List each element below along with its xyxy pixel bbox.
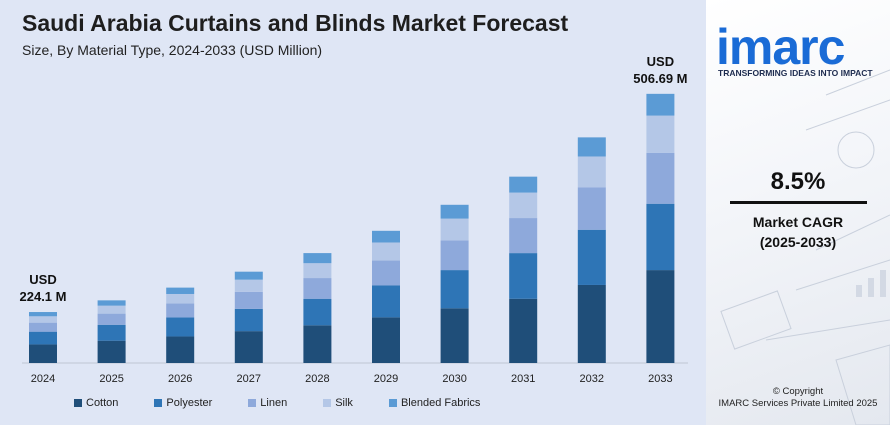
bar-segment-polyester-2033 — [646, 203, 675, 271]
bar-chart: 2024 2025 2026 2027 2028 2029 2030 2031 2032 2033… — [20, 54, 688, 385]
legend-item-polyester: Polyester — [154, 397, 212, 409]
bar-segment-blended-fabrics-2026 — [166, 287, 195, 294]
brand-tagline: TRANSFORMING IDEAS INTO IMPACT — [718, 68, 873, 78]
bar-segment-cotton-2027 — [234, 331, 263, 363]
bar-segment-blended-fabrics-2025 — [97, 300, 126, 306]
background-decoration — [720, 69, 890, 425]
bar-segment-silk-2028 — [303, 263, 332, 279]
cagr-label: Market CAGR (2025-2033) — [706, 212, 890, 252]
x-tick-label-2029: 2029 — [374, 373, 398, 385]
bar-segment-silk-2032 — [577, 156, 606, 188]
legend-swatch-blended-fabrics — [388, 399, 397, 407]
copyright: © Copyright IMARC Services Private Limit… — [706, 386, 890, 410]
bar-segment-blended-fabrics-2028 — [303, 253, 332, 264]
legend-item-blended-fabrics: Blended Fabrics — [388, 397, 481, 409]
bar-segment-linen-2032 — [577, 187, 606, 230]
x-tick-label-2031: 2031 — [511, 373, 535, 385]
bar-segment-linen-2025 — [97, 313, 126, 325]
x-tick-label-2032: 2032 — [580, 373, 604, 385]
x-tick-label-2030: 2030 — [442, 373, 466, 385]
cagr-divider — [730, 201, 867, 204]
cagr-value: 8.5% — [770, 168, 826, 195]
copyright-line1: © Copyright — [772, 386, 824, 397]
legend-item-silk: Silk — [323, 397, 353, 409]
bar-segment-silk-2029 — [372, 242, 400, 261]
legend-swatch-silk — [323, 399, 332, 407]
legend-label-cotton: Cotton — [86, 397, 119, 409]
copyright-line2: IMARC Services Private Limited 2025 — [718, 398, 878, 409]
bar-segment-silk-2027 — [234, 279, 263, 292]
bar-segment-linen-2031 — [509, 218, 538, 254]
bar-segment-cotton-2030 — [440, 308, 469, 363]
bar-segment-linen-2024 — [29, 322, 57, 332]
bar-segment-linen-2033 — [646, 152, 675, 204]
bar-segment-silk-2025 — [97, 305, 126, 314]
bar-segment-linen-2027 — [234, 291, 263, 309]
chart-title: Saudi Arabia Curtains and Blinds Market … — [22, 10, 569, 36]
bar-segment-cotton-2026 — [166, 336, 195, 363]
legend-item-linen: Linen — [248, 397, 287, 409]
legend-label-silk: Silk — [335, 397, 353, 409]
bar-segment-polyester-2032 — [577, 229, 606, 285]
chart-subtitle: Size, By Material Type, 2024-2033 (USD M… — [22, 42, 323, 58]
x-tick-label-2033: 2033 — [648, 373, 672, 385]
bar-segment-linen-2026 — [166, 303, 195, 318]
legend-label-blended-fabrics: Blended Fabrics — [400, 397, 481, 409]
bar-segment-silk-2031 — [509, 192, 538, 219]
legend-swatch-cotton — [74, 399, 82, 407]
chart-panel: Saudi Arabia Curtains and Blinds Market … — [19, 10, 688, 409]
bar-segment-cotton-2029 — [372, 317, 400, 363]
bar-segment-cotton-2032 — [577, 284, 606, 363]
bar-segment-polyester-2024 — [29, 331, 57, 345]
bar-segment-cotton-2028 — [303, 325, 332, 363]
legend-label-polyester: Polyester — [166, 397, 213, 409]
bar-segment-polyester-2030 — [440, 270, 469, 309]
legend-item-cotton: Cotton — [74, 397, 118, 409]
bar-segment-polyester-2027 — [234, 308, 263, 332]
bar-segment-linen-2030 — [440, 240, 469, 271]
start-annotation-line2: 224.1 M — [20, 289, 67, 304]
bar-segment-blended-fabrics-2029 — [372, 230, 400, 243]
bar-segment-polyester-2028 — [303, 298, 332, 326]
end-annotation-line2: 506.69 M — [633, 71, 687, 86]
legend-label-linen: Linen — [260, 397, 288, 409]
bar-segment-cotton-2033 — [646, 270, 675, 363]
cagr-label-line1: Market CAGR — [752, 214, 844, 230]
bar-segment-blended-fabrics-2024 — [29, 312, 57, 317]
bar-segment-polyester-2026 — [166, 317, 195, 337]
bar-segment-cotton-2024 — [29, 344, 57, 363]
bar-segment-polyester-2029 — [372, 285, 400, 318]
bar-segment-polyester-2025 — [97, 324, 126, 341]
end-annotation-line1: USD — [647, 54, 674, 69]
x-tick-label-2028: 2028 — [305, 373, 329, 385]
side-panel: imarc TRANSFORMING IDEAS INTO IMPACT 8.5… — [706, 0, 890, 425]
bar-segment-cotton-2031 — [509, 298, 538, 363]
legend-swatch-linen — [248, 399, 257, 407]
imarc-logo: imarc — [716, 19, 845, 75]
x-tick-label-2024: 2024 — [31, 373, 55, 385]
cagr-label-line2: (2025-2033) — [759, 234, 837, 250]
bar-segment-blended-fabrics-2027 — [234, 271, 263, 280]
bar-segment-silk-2033 — [646, 115, 675, 153]
bar-segment-blended-fabrics-2031 — [509, 176, 538, 193]
bar-segment-silk-2030 — [440, 218, 469, 241]
bar-segment-silk-2026 — [166, 293, 195, 304]
bar-segment-blended-fabrics-2030 — [440, 204, 469, 219]
x-tick-label-2027: 2027 — [237, 373, 261, 385]
x-tick-label-2025: 2025 — [99, 373, 123, 385]
bar-segment-linen-2028 — [303, 278, 332, 299]
bar-segment-polyester-2031 — [509, 253, 538, 299]
legend-swatch-polyester — [154, 399, 163, 407]
bar-segment-linen-2029 — [372, 260, 400, 286]
start-annotation-line1: USD — [29, 272, 56, 287]
bar-segment-silk-2024 — [29, 316, 57, 323]
chart-legend: Cotton Polyester Linen Silk Blended Fabrics — [74, 397, 516, 409]
bar-segment-blended-fabrics-2033 — [646, 93, 675, 116]
x-tick-label-2026: 2026 — [168, 373, 192, 385]
bar-segment-blended-fabrics-2032 — [577, 137, 606, 157]
bar-segment-cotton-2025 — [97, 340, 126, 363]
